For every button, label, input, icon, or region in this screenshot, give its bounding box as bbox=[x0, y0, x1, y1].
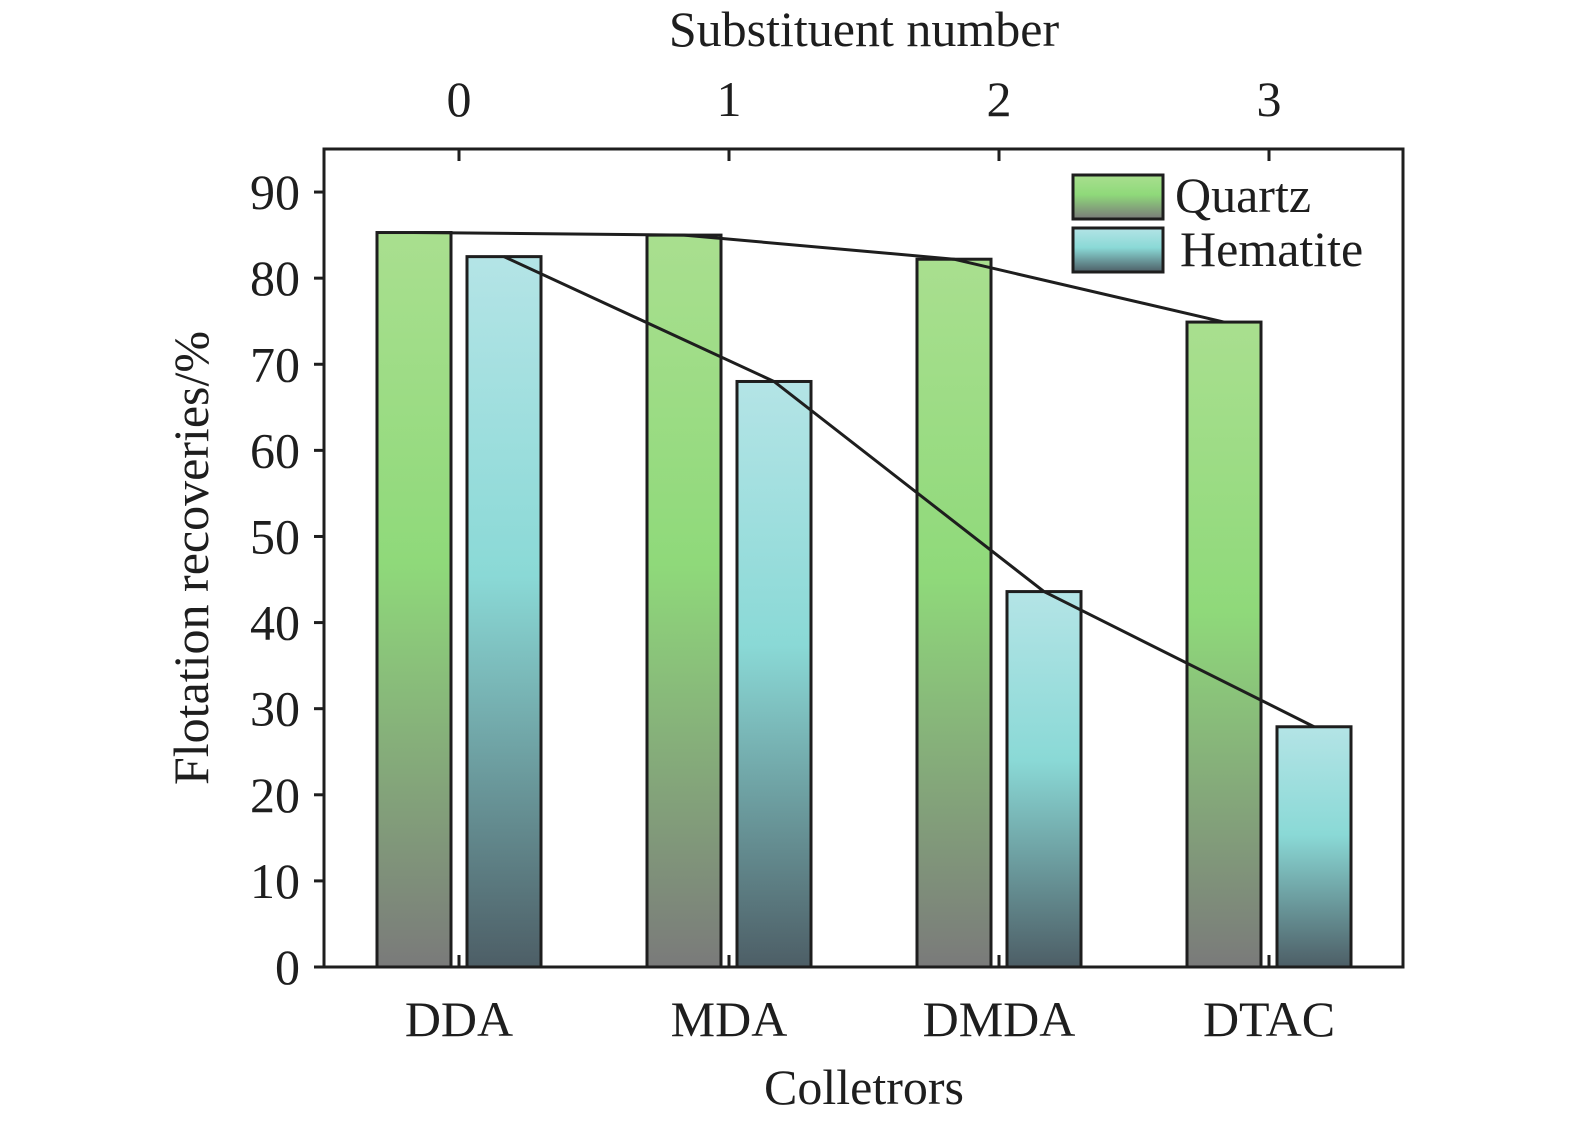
bar-quartz-dmda bbox=[915, 257, 993, 969]
y-tick-label: 80 bbox=[250, 250, 300, 306]
y-tick-label: 10 bbox=[250, 853, 300, 909]
y-tick-label: 50 bbox=[250, 508, 300, 564]
y-tick-label: 20 bbox=[250, 767, 300, 823]
legend-label-quartz: Quartz bbox=[1175, 167, 1311, 223]
bar-hematite-dda bbox=[465, 255, 543, 969]
y-tick-label: 0 bbox=[275, 939, 300, 995]
y-tick-label: 90 bbox=[250, 164, 300, 220]
bar-quartz-mda bbox=[645, 233, 723, 969]
bar-quartz-dtac bbox=[1185, 320, 1263, 969]
y-tick-label: 40 bbox=[250, 595, 300, 651]
legend-swatch-hematite bbox=[1071, 226, 1165, 274]
x-tick-label-dmda: DMDA bbox=[923, 991, 1076, 1047]
legend-label-hematite: Hematite bbox=[1180, 221, 1363, 277]
x-tick-label-dda: DDA bbox=[405, 991, 513, 1047]
trend-lines-layer bbox=[413, 231, 1315, 729]
axis-layer: 0 10 20 30 40 50 60 70 80 90 DDA MDA DMDA DTAC 0 1 2 3 bbox=[250, 71, 1335, 1047]
y-axis-title: Flotation recoveries/% bbox=[163, 331, 219, 785]
x-tick-label-mda: MDA bbox=[671, 991, 788, 1047]
top-tick-label: 0 bbox=[447, 71, 472, 127]
legend-swatch-quartz bbox=[1071, 173, 1165, 221]
top-axis-title: Substituent number bbox=[669, 1, 1060, 57]
bars-layer bbox=[375, 231, 1353, 969]
legend: Quartz Hematite bbox=[1071, 167, 1363, 277]
top-tick-label: 1 bbox=[717, 71, 742, 127]
trend-line-quartz bbox=[413, 231, 1225, 324]
plot-frame bbox=[322, 147, 1405, 969]
top-tick-label: 3 bbox=[1257, 71, 1282, 127]
bar-hematite-mda bbox=[735, 379, 813, 969]
x-tick-label-dtac: DTAC bbox=[1203, 991, 1335, 1047]
x-axis-title: Colletrors bbox=[764, 1059, 964, 1115]
y-tick-label: 30 bbox=[250, 681, 300, 737]
bar-hematite-dtac bbox=[1275, 725, 1353, 969]
bar-quartz-dda bbox=[375, 231, 453, 969]
top-tick-label: 2 bbox=[987, 71, 1012, 127]
y-tick-label: 60 bbox=[250, 422, 300, 478]
trend-line-hematite bbox=[503, 255, 1315, 729]
y-tick-label: 70 bbox=[250, 336, 300, 392]
bar-hematite-dmda bbox=[1005, 590, 1083, 969]
